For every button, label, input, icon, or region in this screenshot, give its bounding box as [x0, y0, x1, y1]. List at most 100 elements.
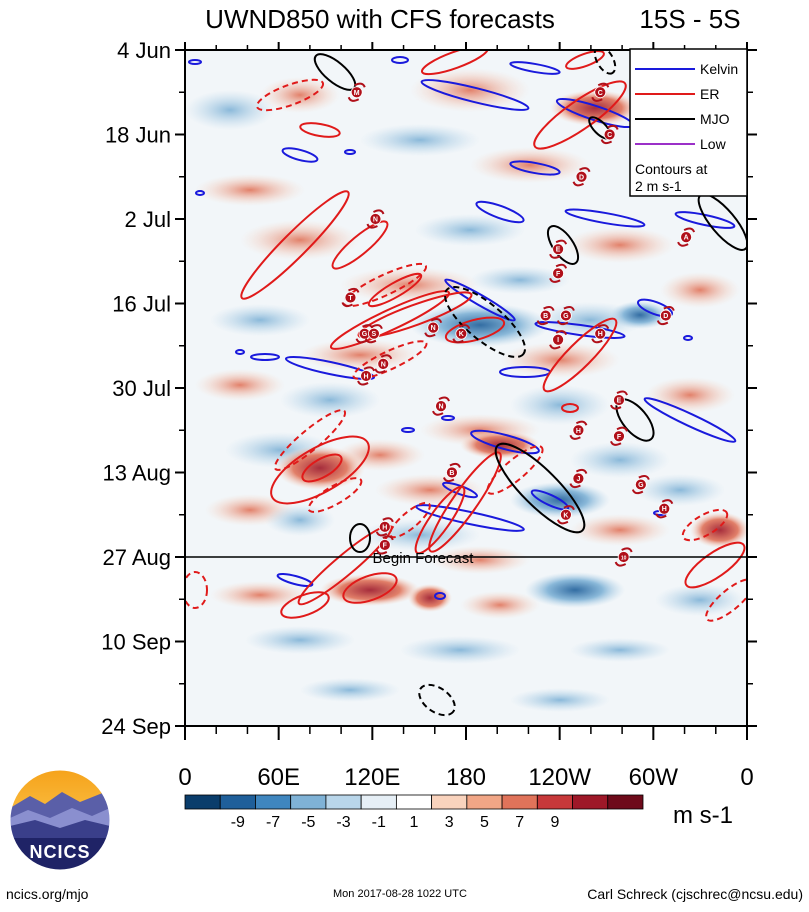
hurricane-symbol-icon: M — [347, 82, 366, 102]
hurricane-symbol-icon: N — [374, 354, 393, 374]
hurricane-symbol-icon: H — [655, 499, 674, 519]
cyclone-letter: N — [431, 325, 436, 332]
hurricane-symbol-icon: G — [631, 474, 650, 495]
cyclone-letter: 10 — [621, 556, 627, 562]
y-tick-label: 30 Jul — [112, 376, 171, 401]
cyclone-letter: F — [556, 271, 561, 278]
cyclone-letter: B — [449, 470, 454, 477]
hurricane-symbol-icon: G — [355, 324, 374, 344]
colorbar-label: 5 — [480, 814, 489, 831]
forecast-label: Begin Forecast — [373, 550, 475, 567]
cyclone-letter: G — [563, 313, 569, 320]
hurricane-symbol-icon: B — [443, 462, 461, 483]
y-tick-label: 4 Jun — [117, 38, 171, 63]
legend-label-kelvin: Kelvin — [700, 61, 738, 77]
cyclone-letter: H — [364, 373, 369, 380]
cyclone-letter: I — [557, 337, 559, 344]
legend-note-line1: Contours at — [635, 161, 707, 177]
colorbar-units: m s-1 — [673, 802, 733, 829]
x-tick-label: 0 — [740, 764, 753, 791]
hurricane-symbol-icon: A — [677, 227, 696, 247]
colorbar-swatch — [501, 794, 538, 810]
mjo-contours-negative — [418, 50, 617, 717]
y-tick-label: 13 Aug — [102, 461, 171, 486]
timestamp: Mon 2017-08-28 1022 UTC — [333, 888, 467, 900]
legend-label-er: ER — [700, 86, 719, 102]
cyclone-letter: H — [576, 428, 581, 435]
colorbar-swatch — [219, 794, 256, 810]
logo-text: NCICS — [29, 842, 90, 862]
hurricane-symbol-icon: F — [549, 263, 568, 283]
cyclone-letter: H — [598, 331, 603, 338]
cyclone-letter: E — [617, 398, 622, 405]
colorbar-swatch — [431, 794, 468, 810]
colorbar-swatch — [255, 794, 292, 810]
colorbar-swatch — [360, 794, 397, 810]
cyclone-letter: N — [373, 217, 378, 224]
cyclone-letter: K — [459, 331, 464, 338]
y-axis: 4 Jun 18 Jun 2 Jul 16 Jul 30 Jul 13 Aug 27 Aug… — [101, 38, 757, 739]
hurricane-symbol-icon: D — [572, 167, 591, 187]
y-tick-label: 27 Aug — [102, 545, 171, 570]
hurricane-symbol-icon: H — [591, 324, 610, 344]
cyclone-letter: C — [607, 132, 612, 139]
colorbar-swatch — [466, 794, 503, 810]
hurricane-symbol-icon: G — [556, 305, 575, 326]
x-tick-label: 120E — [344, 764, 400, 791]
colorbar-swatch — [536, 794, 573, 810]
x-tick-label: 60E — [257, 764, 300, 791]
cyclone-letter: B — [543, 313, 548, 320]
cyclone-letter: T — [348, 295, 353, 302]
cyclone-letter: N — [438, 404, 443, 411]
colorbar-swatch — [607, 794, 644, 810]
cyclone-letter: H — [382, 524, 387, 531]
hurricane-symbol-icon: H — [357, 366, 376, 386]
y-tick-label: 2 Jul — [125, 207, 171, 232]
y-tick-label: 10 Sep — [101, 630, 171, 655]
colorbar-label: -5 — [301, 814, 315, 831]
chart-region: 15S - 5S — [639, 4, 740, 34]
cyclone-letter: D — [579, 174, 584, 181]
cyclone-letter: N — [381, 361, 386, 368]
hurricane-symbol-icon: E — [610, 390, 628, 410]
hurricane-symbol-icon: K — [556, 505, 575, 525]
cyclone-letter: M — [354, 90, 360, 97]
legend-label-low: Low — [700, 136, 727, 152]
cyclone-letter: D — [663, 313, 668, 320]
colorbar-label: 7 — [515, 814, 524, 831]
hurricane-symbol-icon: F — [610, 426, 628, 446]
x-tick-label: 180 — [446, 764, 486, 791]
cyclone-letter: C — [598, 90, 603, 97]
hurricane-symbol-icon: N — [366, 209, 385, 229]
x-tick-label: 60W — [629, 764, 679, 791]
cyclone-letter: S — [372, 331, 377, 338]
y-tick-label: 16 Jul — [112, 292, 171, 317]
hurricane-symbol-icon: F — [375, 535, 394, 555]
hurricane-symbol-icon: 10 — [614, 547, 633, 567]
cyclone-letter: F — [617, 434, 622, 441]
cyclone-letter: E — [556, 247, 561, 254]
colorbar-label: 9 — [550, 814, 559, 831]
x-axis: 0 60E 120E 180 120W 60W 0 — [178, 42, 754, 791]
kelvin-contours — [188, 56, 737, 600]
y-tick-label: 24 Sep — [101, 714, 171, 739]
colorbar-label: -7 — [266, 814, 280, 831]
colorbar-label: -9 — [231, 814, 245, 831]
x-tick-label: 0 — [178, 764, 191, 791]
colorbar-swatch — [395, 794, 433, 810]
cyclone-letter: A — [684, 235, 689, 242]
cyclone-letter: H — [662, 506, 667, 513]
hurricane-symbol-icon: C — [600, 124, 619, 145]
ncics-mountain-logo-icon: NCICS — [9, 769, 111, 871]
cyclone-letter: F — [383, 542, 388, 549]
hurricane-symbol-icon: N — [424, 318, 443, 338]
cyclone-letter: G — [638, 482, 644, 489]
cyclone-letter: J — [576, 476, 580, 483]
cyclone-letter: G — [362, 331, 368, 338]
colorbar-label: -3 — [336, 814, 350, 831]
colorbar-swatch — [290, 794, 327, 810]
colorbar-label: -1 — [372, 814, 386, 831]
website-link[interactable]: ncics.org/mjo — [6, 886, 89, 902]
